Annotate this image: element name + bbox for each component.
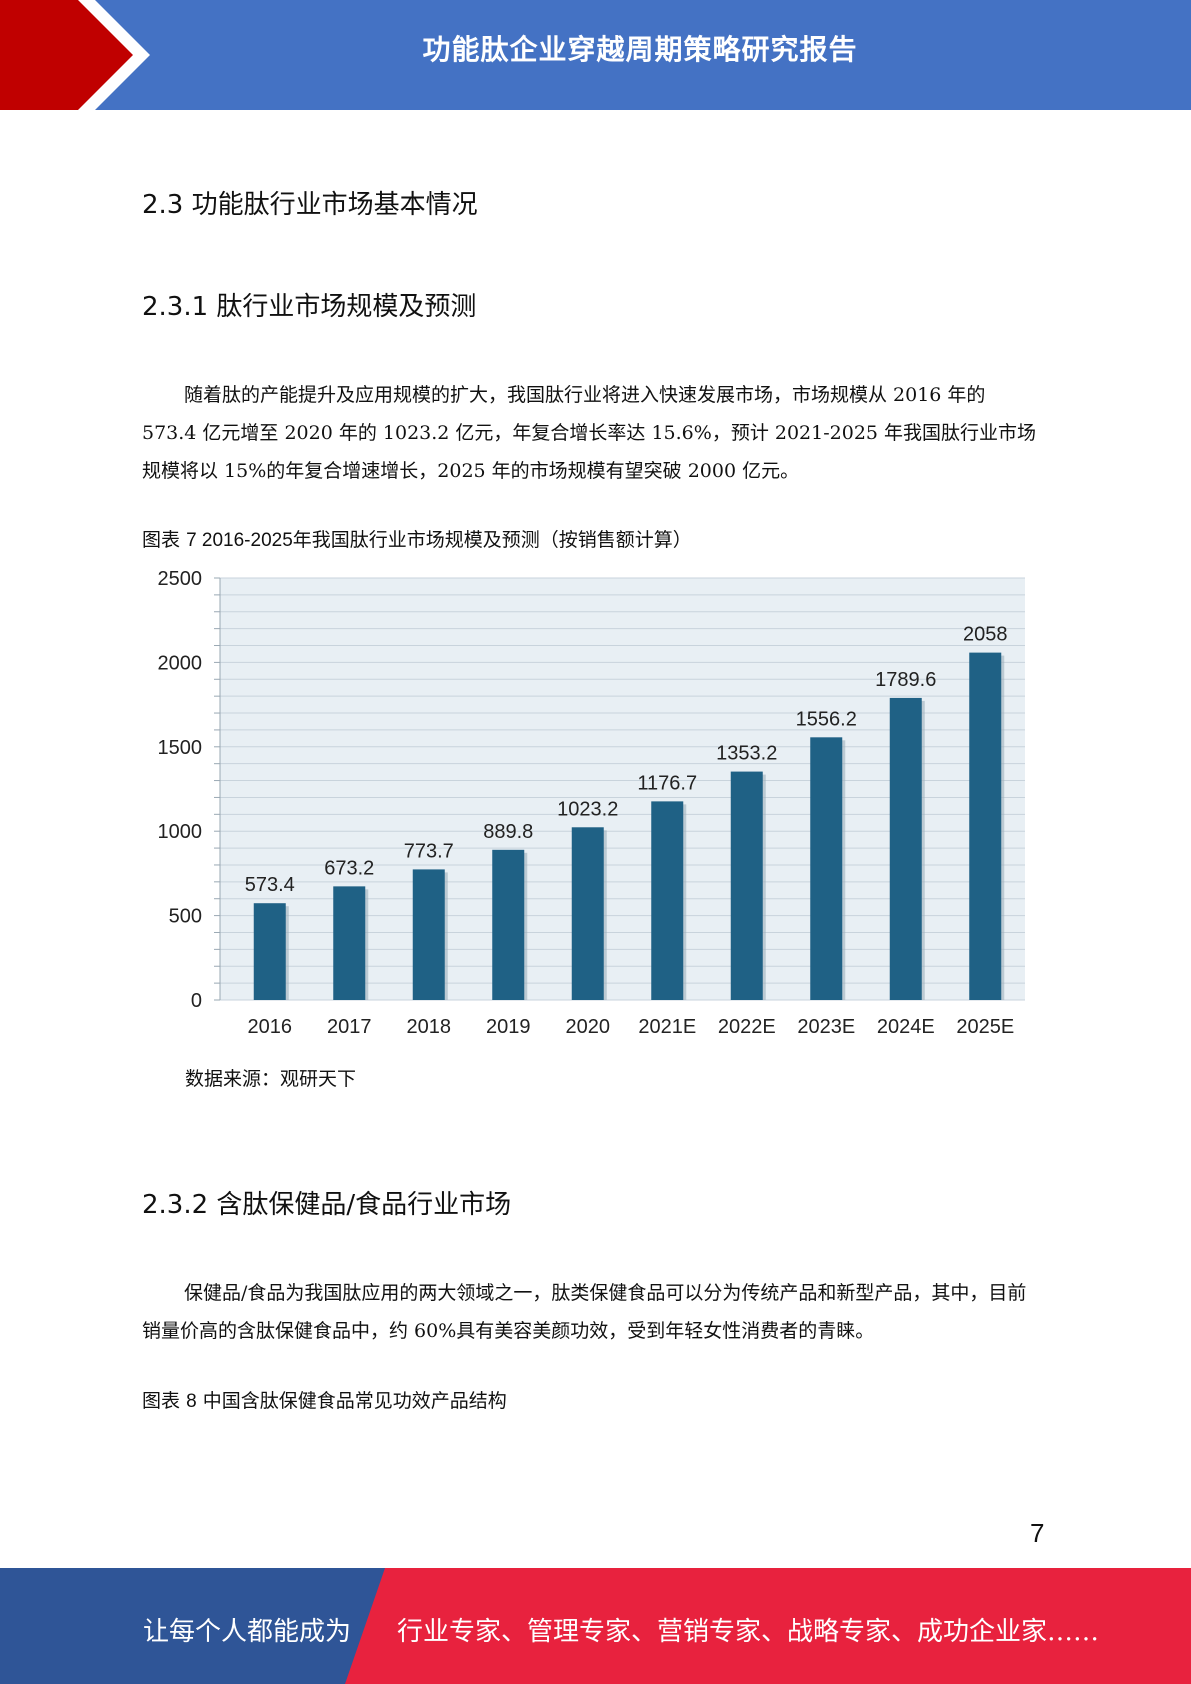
report-title: 功能肽企业穿越周期策略研究报告 bbox=[422, 33, 858, 66]
chart-x-tick-label: 2016 bbox=[248, 1016, 293, 1038]
paragraph-text: 保健品/食品为我国肽应用的两大领域之一，肽类保健食品可以分为传统产品和新型产品，… bbox=[142, 1282, 1027, 1342]
figure-7-caption: 图表 7 2016-2025年我国肽行业市场规模及预测（按销售额计算） bbox=[142, 525, 692, 552]
chart-data-label: 573.4 bbox=[245, 874, 295, 896]
chart-x-tick-label: 2024E bbox=[877, 1016, 935, 1038]
caption-text: 中国含肽保健食品常见功效产品结构 bbox=[202, 1390, 507, 1412]
chart-x-tick-label: 2022E bbox=[718, 1016, 776, 1038]
chart-y-tick-label: 0 bbox=[191, 990, 202, 1012]
chart-y-tick-label: 1000 bbox=[158, 821, 203, 843]
chart-data-label: 1176.7 bbox=[637, 772, 697, 794]
chart-data-label: 2058 bbox=[963, 624, 1008, 646]
chart-x-tick-label: 2020 bbox=[566, 1016, 611, 1038]
chart-bar bbox=[571, 827, 604, 1000]
chart-bar bbox=[651, 801, 684, 1000]
section-heading-2-3: 2.3 功能肽行业市场基本情况 bbox=[142, 190, 478, 220]
chart-data-label: 1023.2 bbox=[557, 798, 618, 820]
section-heading-2-3-2: 2.3.2 含肽保健品/食品行业市场 bbox=[142, 1190, 512, 1220]
caption-text: 年我国肽行业市场规模及预测（按销售额计算） bbox=[292, 529, 692, 551]
page-number: 7 bbox=[1030, 1518, 1045, 1548]
section-heading-2-3-1: 2.3.1 肽行业市场规模及预测 bbox=[142, 292, 477, 322]
caption-prefix: 图表 bbox=[142, 529, 181, 551]
chart-bar bbox=[492, 849, 525, 1000]
chart-x-tick-label: 2023E bbox=[797, 1016, 855, 1038]
chart-x-tick-label: 2021E bbox=[638, 1016, 696, 1038]
paragraph-health-food: 保健品/食品为我国肽应用的两大领域之一，肽类保健食品可以分为传统产品和新型产品，… bbox=[142, 1274, 1042, 1350]
paragraph-market-size: 随着肽的产能提升及应用规模的扩大，我国肽行业将进入快速发展市场，市场规模从 20… bbox=[142, 376, 1042, 490]
chart-bar bbox=[969, 652, 1002, 1000]
market-size-bar-chart: 0 500 1000 1500 2000 2500 573.4 2016 673.2 2017 77… bbox=[140, 560, 1040, 1045]
chart-y-tick-label: 500 bbox=[169, 906, 202, 928]
chart-x-tick-label: 2025E bbox=[956, 1016, 1014, 1038]
caption-number: 8 bbox=[186, 1391, 197, 1412]
chart-bar bbox=[253, 903, 286, 1000]
footer-slogan-right: 行业专家、管理专家、营销专家、战略专家、成功企业家…… bbox=[397, 1617, 1100, 1647]
chart-bar bbox=[412, 869, 445, 1000]
figure-8-caption: 图表 8 中国含肽保健食品常见功效产品结构 bbox=[142, 1386, 507, 1413]
chart-data-label: 1556.2 bbox=[796, 708, 857, 730]
chart-svg: 0 500 1000 1500 2000 2500 573.4 2016 673.2 2017 77… bbox=[158, 568, 1025, 1038]
chart-y-tick-label: 2000 bbox=[158, 652, 203, 674]
chart-data-label: 1353.2 bbox=[716, 743, 777, 765]
caption-number: 7 2016-2025 bbox=[186, 530, 293, 551]
chart-bar bbox=[810, 737, 843, 1000]
chart-data-label: 773.7 bbox=[404, 840, 454, 862]
chart-x-tick-label: 2019 bbox=[486, 1016, 531, 1038]
chart-x-tick-label: 2017 bbox=[327, 1016, 372, 1038]
page-footer: 让每个人都能成为 行业专家、管理专家、营销专家、战略专家、成功企业家…… bbox=[0, 1568, 1191, 1684]
header-banner-graphic bbox=[0, 0, 1191, 110]
footer-banner-graphic bbox=[0, 1568, 1191, 1684]
page-header: 功能肽企业穿越周期策略研究报告 bbox=[0, 0, 1191, 110]
chart-bar bbox=[889, 697, 922, 1000]
paragraph-text: 随着肽的产能提升及应用规模的扩大，我国肽行业将进入快速发展市场，市场规模从 20… bbox=[142, 384, 1037, 482]
data-source: 数据来源：观研天下 bbox=[185, 1068, 357, 1090]
chart-y-tick-label: 2500 bbox=[158, 568, 203, 590]
chart-data-label: 889.8 bbox=[483, 821, 533, 843]
caption-prefix: 图表 bbox=[142, 1390, 181, 1412]
chart-bar bbox=[730, 771, 763, 1000]
chart-bar bbox=[333, 886, 366, 1000]
chart-data-label: 673.2 bbox=[324, 857, 374, 879]
chart-data-label: 1789.6 bbox=[875, 669, 936, 691]
chart-x-tick-label: 2018 bbox=[407, 1016, 452, 1038]
chart-y-tick-label: 1500 bbox=[158, 737, 203, 759]
footer-slogan-left: 让每个人都能成为 bbox=[143, 1617, 352, 1647]
